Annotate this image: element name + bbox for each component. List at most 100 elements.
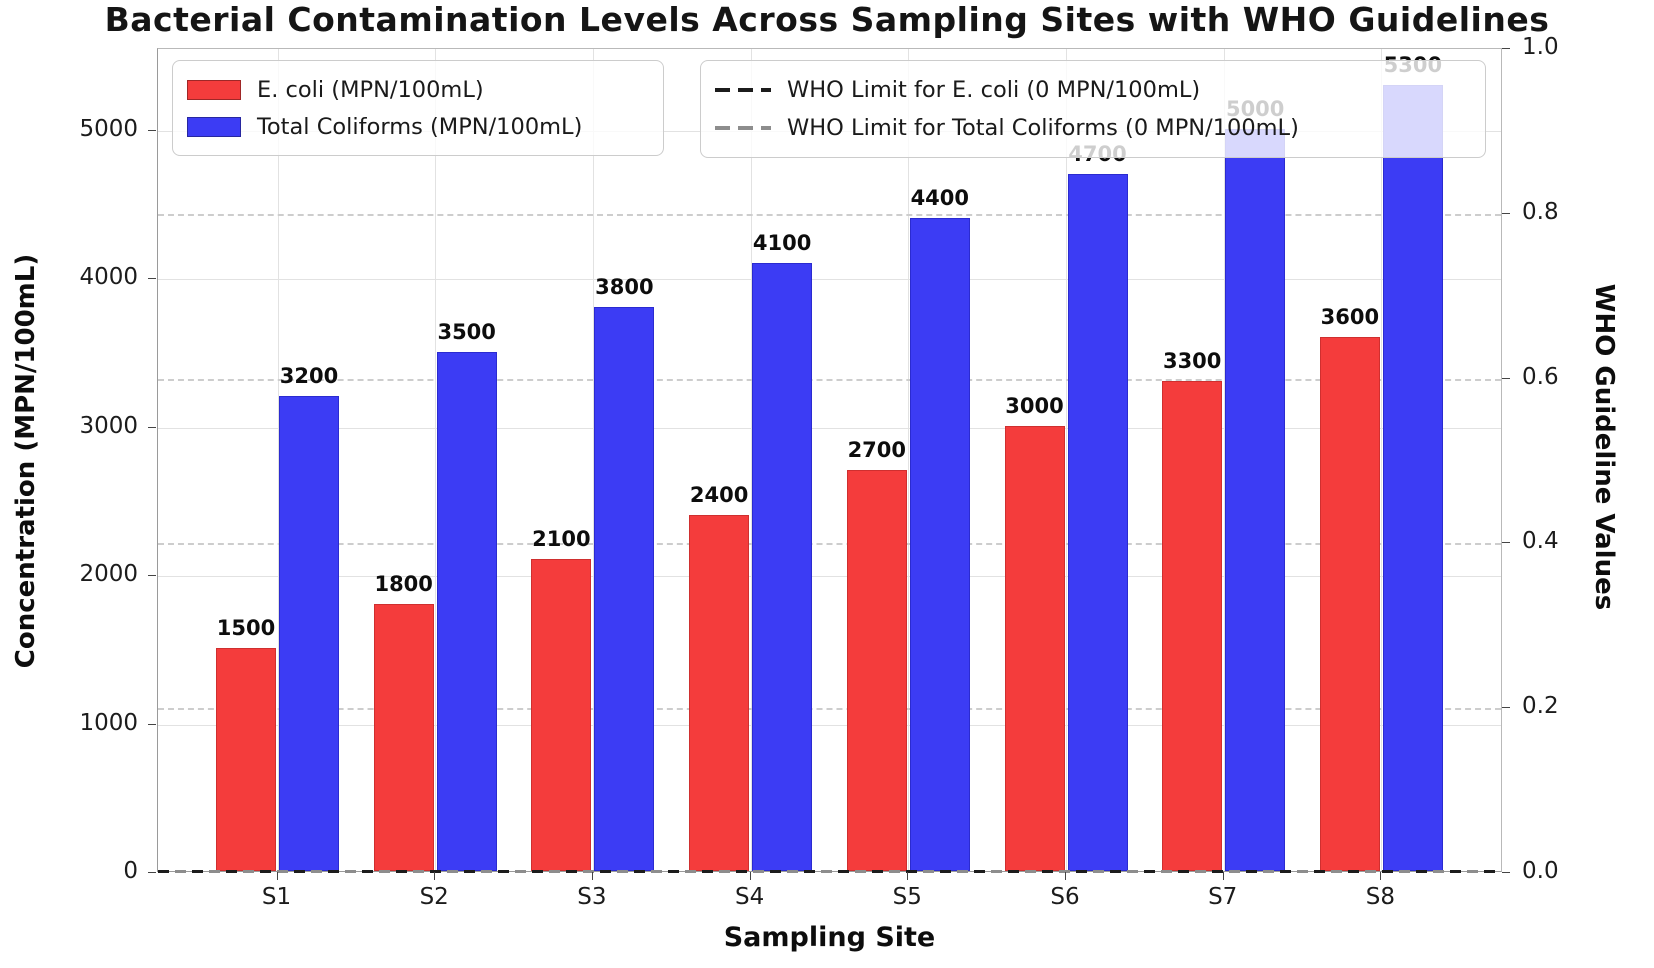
left-tick-label-2000: 2000 [79, 561, 138, 588]
right-tick-label-0.0: 0.0 [1522, 858, 1559, 884]
bar-value-label: 3200 [279, 364, 339, 389]
gridline-left-2000 [158, 576, 1501, 578]
gridline-vertical-s3 [592, 49, 594, 871]
bar-value-label: 1800 [374, 571, 433, 596]
x-tick-label-s8: S8 [1365, 884, 1395, 910]
right-tick-mark [1502, 872, 1510, 873]
bar-coliforms-s6 [1067, 173, 1128, 871]
legend-item-who-coliforms: WHO Limit for Total Coliforms (0 MPN/100… [715, 109, 1467, 147]
gridline-vertical-s2 [435, 49, 437, 871]
gridline-vertical-s6 [1066, 49, 1067, 871]
bar-ecoli-s7 [1162, 381, 1223, 871]
bottom-tick-mark [1380, 872, 1382, 880]
coliforms-color-swatch [187, 116, 241, 137]
plot-area: 1500 1800 2100 2400 2700 3000 3300 3600 3200 3500… [157, 48, 1502, 873]
legend-item-who-ecoli: WHO Limit for E. coli (0 MPN/100mL) [715, 71, 1467, 109]
gridline-right-0.6 [158, 378, 1501, 381]
left-tick-label-3000: 3000 [79, 412, 138, 439]
legend-label-coliforms: Total Coliforms (MPN/100mL) [257, 113, 583, 140]
legend-series: E. coli (MPN/100mL) Total Coliforms (MPN… [172, 60, 664, 156]
bar-coliforms-s4 [752, 262, 813, 871]
bottom-tick-mark [1222, 872, 1224, 880]
right-tick-label-0.4: 0.4 [1522, 528, 1559, 555]
x-tick-label-s2: S2 [419, 884, 449, 910]
bar-coliforms-s3 [594, 307, 655, 871]
left-tick-label-1000: 1000 [79, 709, 138, 736]
right-tick-label-0.2: 0.2 [1522, 693, 1559, 720]
bar-coliforms-s1 [279, 396, 339, 871]
right-tick-mark [1502, 707, 1510, 709]
right-tick-label-0.8: 0.8 [1522, 198, 1559, 225]
bar-value-label: 3800 [595, 275, 654, 300]
x-tick-label-s3: S3 [577, 884, 607, 910]
gridline-left-4000 [158, 279, 1501, 281]
legend-label-who-ecoli: WHO Limit for E. coli (0 MPN/100mL) [787, 77, 1201, 103]
left-tick-mark [148, 872, 156, 873]
bar-value-label: 3000 [1005, 393, 1064, 418]
bar-ecoli-s5 [846, 470, 907, 871]
legend-label-ecoli: E. coli (MPN/100mL) [257, 76, 484, 103]
who-limit-lines-at-zero [158, 869, 1501, 873]
bottom-tick-mark [434, 872, 436, 880]
gridline-right-0.8 [158, 213, 1501, 216]
bar-coliforms-s7 [1225, 129, 1286, 871]
x-tick-label-s1: S1 [261, 884, 292, 910]
right-tick-mark [1502, 212, 1510, 214]
bottom-tick-mark [907, 872, 909, 880]
x-tick-label-s7: S7 [1208, 884, 1238, 910]
legend-label-who-coliforms: WHO Limit for Total Coliforms (0 MPN/100… [787, 115, 1299, 141]
bottom-tick-mark [591, 872, 593, 880]
right-tick-mark [1502, 542, 1510, 544]
bar-ecoli-s2 [373, 603, 434, 871]
legend-who-limits: WHO Limit for E. coli (0 MPN/100mL) WHO … [700, 60, 1486, 158]
gridline-vertical-s1 [277, 49, 279, 871]
bar-value-label: 4400 [910, 186, 970, 211]
gridline-vertical-s5 [908, 49, 910, 871]
bar-ecoli-s3 [531, 559, 592, 871]
bar-value-label: 3300 [1162, 349, 1222, 374]
bar-coliforms-s5 [909, 218, 970, 871]
gridline-vertical-s7 [1223, 49, 1225, 871]
bar-ecoli-s4 [689, 514, 750, 871]
right-tick-mark [1502, 48, 1510, 49]
chart-title: Bacterial Contamination Levels Across Sa… [104, 0, 1550, 39]
bottom-tick-mark [1065, 872, 1066, 880]
left-tick-label-4000: 4000 [79, 264, 138, 291]
bar-coliforms-s2 [436, 351, 497, 871]
gridline-right-0.4 [158, 543, 1501, 546]
ecoli-color-swatch [187, 79, 241, 100]
bar-ecoli-s8 [1319, 336, 1380, 871]
bar-value-label: 2700 [847, 438, 907, 463]
bar-ecoli-s1 [216, 648, 276, 871]
gray-dashed-line-sample [715, 126, 771, 130]
legend-item-ecoli: E. coli (MPN/100mL) [187, 71, 645, 108]
bottom-tick-mark [276, 872, 278, 880]
bottom-tick-mark [749, 872, 751, 880]
left-tick-mark [148, 278, 156, 280]
bar-coliforms-s8 [1382, 84, 1443, 871]
bar-value-label: 1500 [216, 616, 276, 641]
right-tick-label-1.0: 1.0 [1522, 34, 1559, 60]
bar-value-label: 2100 [532, 527, 591, 552]
left-tick-mark [148, 426, 156, 428]
bar-ecoli-s6 [1004, 425, 1065, 871]
bar-value-label: 3500 [437, 319, 496, 344]
legend-item-coliforms: Total Coliforms (MPN/100mL) [187, 108, 645, 145]
x-tick-label-s5: S5 [892, 884, 922, 910]
gridline-vertical-s8 [1381, 49, 1383, 871]
left-tick-label-0: 0 [123, 858, 138, 884]
bar-value-label: 3600 [1320, 304, 1380, 329]
bar-value-label: 2400 [689, 482, 749, 507]
bar-value-label: 4100 [752, 230, 812, 255]
right-tick-label-0.6: 0.6 [1522, 363, 1559, 390]
right-tick-mark [1502, 377, 1510, 379]
y-axis-label-right: WHO Guideline Values [1589, 283, 1619, 611]
left-tick-mark [148, 575, 156, 577]
gridline-right-0.2 [158, 708, 1501, 711]
left-tick-mark [148, 130, 156, 132]
gridline-left-1000 [158, 724, 1501, 726]
x-axis-label: Sampling Site [723, 922, 936, 953]
gridline-vertical-s4 [750, 49, 752, 871]
gridline-left-3000 [158, 427, 1501, 429]
